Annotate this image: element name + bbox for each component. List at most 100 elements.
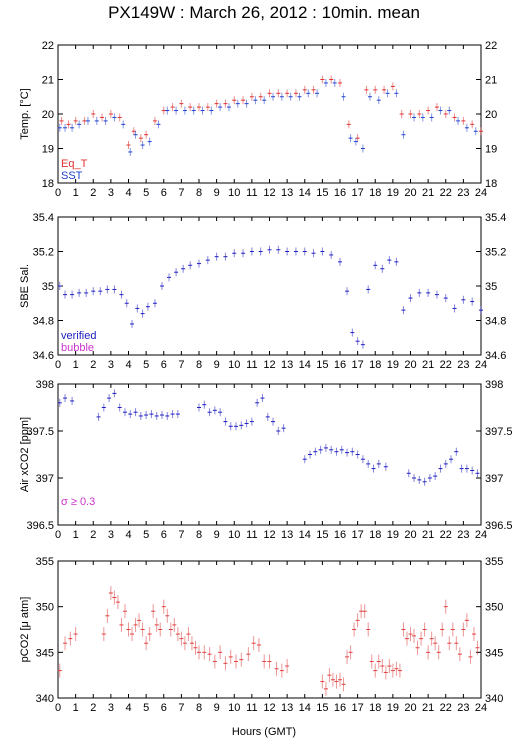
x-tick-label: 19 [387,187,399,199]
data-point [454,636,459,651]
data-point [265,412,270,421]
x-tick-label: 10 [228,529,240,541]
data-point [479,306,483,315]
x-tick-label: 1 [73,702,79,714]
data-point [101,403,106,412]
data-point [85,116,90,125]
x-tick-label: 21 [422,702,434,714]
data-point [352,622,357,637]
x-tick-label: 4 [125,359,131,371]
data-point [383,462,388,471]
x-tick-label: 6 [161,359,167,371]
data-point [417,288,422,297]
data-point [161,106,166,115]
data-point [105,608,110,623]
data-point [73,116,78,125]
data-point [100,113,105,122]
x-tick-label: 7 [178,359,184,371]
data-point [145,302,150,311]
data-point [140,622,145,637]
data-point [468,649,473,664]
data-point [371,464,376,473]
data-point [165,608,170,623]
x-tick-label: 5 [143,529,149,541]
data-point [293,247,298,256]
x-tick-label: 0 [55,702,61,714]
data-point [401,306,406,315]
data-point [241,249,246,258]
data-point [244,99,249,108]
data-point [415,640,420,655]
y-axis-label: pCO2 [μ atm] [19,597,31,663]
data-point [327,668,332,683]
data-point [253,96,258,105]
data-point [128,147,133,156]
x-tick-label: 24 [475,529,487,541]
x-tick-label: 11 [246,702,257,714]
data-point [339,445,344,454]
data-point [130,319,135,328]
data-point [158,622,163,637]
data-point [422,622,427,637]
data-point [249,247,254,256]
data-point [399,110,404,118]
x-tick-label: 5 [143,702,149,714]
data-point [450,622,455,637]
data-point [267,245,272,254]
x-tick-label: 21 [422,187,434,199]
data-point [390,82,395,91]
data-point [447,636,452,651]
y-axis-label: SBE Sal. [19,264,31,308]
data-point [464,123,469,132]
data-point [456,116,461,125]
data-point [172,617,177,632]
panel-3: 0 1 2 3 4 5 6 7 8 9 10 11 12 13 14 15 16 17 18 19 20 21 22 23 24… [19,379,513,541]
data-point [218,408,223,417]
data-point [63,394,68,403]
data-point [84,288,89,297]
data-point [70,290,75,299]
data-point [262,96,267,105]
data-point [186,627,191,642]
data-point [420,113,425,122]
data-point [105,285,110,294]
data-point [175,627,180,642]
data-point [167,273,172,282]
data-point [258,247,263,256]
x-tick-label: 23 [457,187,469,199]
annotation-text: σ ≥ 0.3 [61,496,95,508]
x-tick-label: 15 [316,187,328,199]
data-point [285,659,290,674]
x-tick-label: 13 [281,187,293,199]
data-point [147,137,152,146]
x-tick-label: 10 [228,702,240,714]
data-point [302,455,307,464]
data-point [338,672,342,687]
data-point [345,287,350,296]
x-tick-label: 13 [281,359,293,371]
data-point [159,411,164,420]
y-tick-label-left: 396.5 [26,520,54,532]
data-point [308,450,313,459]
data-point [315,89,320,98]
data-point [218,103,223,112]
data-point [128,410,133,419]
data-point [323,78,328,87]
x-tick-label: 22 [440,529,452,541]
data-point [108,585,113,600]
data-point [320,674,325,689]
data-point [408,110,413,118]
data-point [281,424,286,433]
data-point [223,417,228,426]
data-point [223,252,228,261]
x-tick-label: 22 [440,702,452,714]
data-point [121,120,126,129]
data-point [182,106,187,115]
y-tick-label-right: 20 [485,109,497,121]
data-point [161,599,166,614]
panel-1: 0 1 2 3 4 5 6 7 8 9 10 11 12 13 14 15 16 17 18 19 20 21 22 23 24… [19,40,497,199]
data-point [255,398,260,407]
series-pco2 [57,585,480,696]
data-point [364,85,369,94]
data-point [394,89,399,98]
